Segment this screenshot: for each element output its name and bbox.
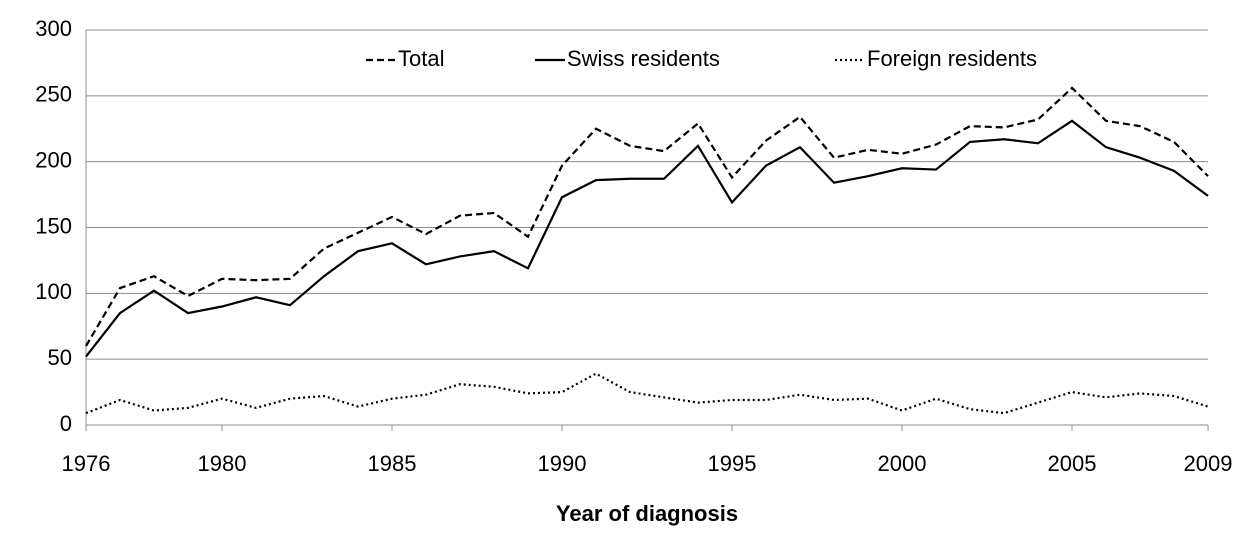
y-tick-label: 200 bbox=[35, 147, 72, 172]
data-line bbox=[85, 86, 1209, 347]
y-tick-label: 150 bbox=[35, 213, 72, 238]
y-tick-label: 50 bbox=[48, 345, 72, 370]
x-tick-label: 1976 bbox=[62, 451, 111, 476]
x-tick-label: 1995 bbox=[708, 451, 757, 476]
y-tick-label: 250 bbox=[35, 82, 72, 107]
data-line bbox=[85, 372, 1209, 415]
y-tick-label: 300 bbox=[35, 16, 72, 41]
legend-label: Foreign residents bbox=[867, 46, 1037, 71]
x-tick-label: 1990 bbox=[538, 451, 587, 476]
x-tick-label: 2005 bbox=[1048, 451, 1097, 476]
legend-label: Total bbox=[398, 46, 444, 71]
data-line bbox=[85, 119, 1209, 358]
x-tick-label: 2009 bbox=[1184, 451, 1233, 476]
x-axis-title: Year of diagnosis bbox=[556, 501, 738, 526]
legend-label: Swiss residents bbox=[567, 46, 720, 71]
x-tick-label: 1980 bbox=[198, 451, 247, 476]
y-tick-label: 0 bbox=[60, 411, 72, 436]
y-tick-label: 100 bbox=[35, 279, 72, 304]
x-tick-label: 2000 bbox=[878, 451, 927, 476]
x-tick-label: 1985 bbox=[368, 451, 417, 476]
